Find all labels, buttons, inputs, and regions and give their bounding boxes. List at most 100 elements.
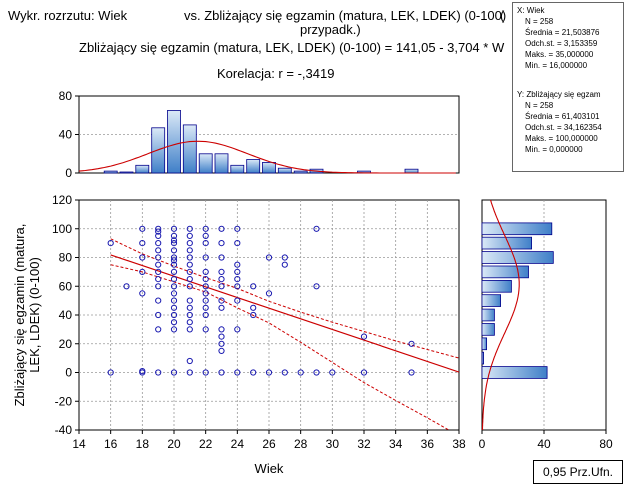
scatter-point <box>218 268 225 275</box>
right-histogram-bar <box>481 222 553 236</box>
scatter-point <box>170 240 178 247</box>
scatter-point <box>234 369 241 376</box>
scatter-point <box>360 333 368 340</box>
right-histogram-bar <box>481 351 485 365</box>
scatter-point <box>218 254 225 261</box>
x-tick-label: 30 <box>326 437 340 451</box>
scatter-point <box>139 240 146 247</box>
scatter-point <box>186 254 193 261</box>
scatter-point <box>186 276 193 283</box>
scatter-point <box>170 237 178 244</box>
legend-y-group: Y: Zbliżający się egzam N = 258 Średnia … <box>517 89 602 155</box>
scatter-point <box>313 225 320 232</box>
x-tick-label: 16 <box>104 437 118 451</box>
scatter-point <box>202 254 209 261</box>
scatter-point <box>170 247 178 254</box>
scatter-point <box>218 347 225 354</box>
scatter-point <box>313 283 320 290</box>
y-tick-label: 40 <box>59 308 73 322</box>
scatter-point <box>408 369 415 376</box>
title-regression-equation: Zbliżający się egzamin (matura, LEK, LDE… <box>79 40 505 55</box>
y-tick-label: 100 <box>52 222 72 236</box>
scatter-point <box>139 268 146 275</box>
scatter-point <box>218 297 225 304</box>
confidence-band-upper <box>110 238 459 359</box>
legend-x-mean: Średnia = 21,503876 <box>525 28 600 37</box>
scatter-point <box>202 290 209 297</box>
scatter-point <box>155 326 162 333</box>
x-tick-label: 20 <box>167 437 181 451</box>
scatter-point <box>186 369 193 376</box>
scatter-point <box>297 369 304 376</box>
title-line1-right: vs. Zbliżający się egzamin (matura, LEK,… <box>184 8 507 23</box>
legend-y-title: Y: Zbliżający się egzam <box>517 90 601 99</box>
top-histogram-bar <box>198 153 213 174</box>
legend-y-max: Maks. = 100,000000 <box>525 134 598 143</box>
scatter-point <box>281 254 288 261</box>
right-histogram-bar <box>481 294 502 307</box>
scatter-point <box>202 311 209 319</box>
scatter-point <box>170 297 178 304</box>
legend-x-n: N = 258 <box>525 17 554 26</box>
scatter-point <box>170 290 178 297</box>
legend-x-group: X: Wiek N = 258 Średnia = 21,503876 Odch… <box>517 5 600 71</box>
legend-y-min: Min. = 0,000000 <box>525 145 583 154</box>
regression-line <box>110 254 459 373</box>
scatter-point <box>265 290 273 297</box>
x-tick-label: 28 <box>294 437 308 451</box>
scatter-point <box>218 326 225 333</box>
right-histogram-bar <box>481 323 495 336</box>
scatter-point <box>155 276 162 283</box>
top-normal-curve <box>78 140 456 174</box>
scatter-point <box>155 254 162 261</box>
scatter-point <box>170 276 178 283</box>
right-histogram-bar <box>481 366 548 379</box>
scatter-point <box>218 333 225 340</box>
scatter-points <box>107 225 415 376</box>
scatter-point <box>186 232 193 239</box>
right-histogram-bar <box>481 308 495 322</box>
stats-legend-box: X: Wiek N = 258 Średnia = 21,503876 Odch… <box>512 2 624 172</box>
y-tick-label: 120 <box>52 193 72 207</box>
scatter-point <box>170 319 178 326</box>
scatter-point <box>170 283 178 290</box>
top-histogram-bar <box>262 161 276 174</box>
top-histogram-bar <box>182 124 197 174</box>
scatter-gridlines <box>79 200 459 430</box>
scatter-point <box>123 283 130 290</box>
scatter-point <box>170 369 178 376</box>
scatter-point <box>155 369 162 376</box>
scatter-point <box>218 276 225 283</box>
scatter-point <box>234 283 241 290</box>
scatter-point <box>186 297 193 304</box>
x-tick-label: 32 <box>357 437 371 451</box>
scatter-point <box>186 326 193 333</box>
scatter-point <box>139 290 146 297</box>
x-tick-label: 24 <box>231 437 245 451</box>
scatter-point <box>202 283 209 290</box>
top-histogram-bar <box>135 164 150 174</box>
scatter-point <box>234 225 241 232</box>
right-histogram-bar <box>481 265 529 279</box>
scatter-point <box>186 283 193 290</box>
y-tick-label: 0 <box>65 366 72 380</box>
title-correlation: Korelacja: r = -,3419 <box>217 66 335 81</box>
scatter-point <box>155 240 162 247</box>
x-tick-label: 22 <box>199 437 213 451</box>
scatter-point <box>313 369 320 376</box>
scatter-point <box>218 240 225 247</box>
scatter-point <box>234 276 241 283</box>
scatter-point <box>139 225 146 232</box>
top-histogram-bar <box>119 171 134 174</box>
y-tick-label: -20 <box>55 394 73 408</box>
confidence-band-lower <box>110 264 450 430</box>
legend-y-sd: Odch.st. = 34,162354 <box>525 123 602 132</box>
top-y-tick-label: 80 <box>59 89 73 103</box>
scatter-point <box>218 225 225 232</box>
y-tick-label: 80 <box>59 251 73 265</box>
scatter-point <box>250 283 257 290</box>
right-histogram-bar <box>481 251 554 264</box>
top-histogram-bar <box>214 153 229 174</box>
